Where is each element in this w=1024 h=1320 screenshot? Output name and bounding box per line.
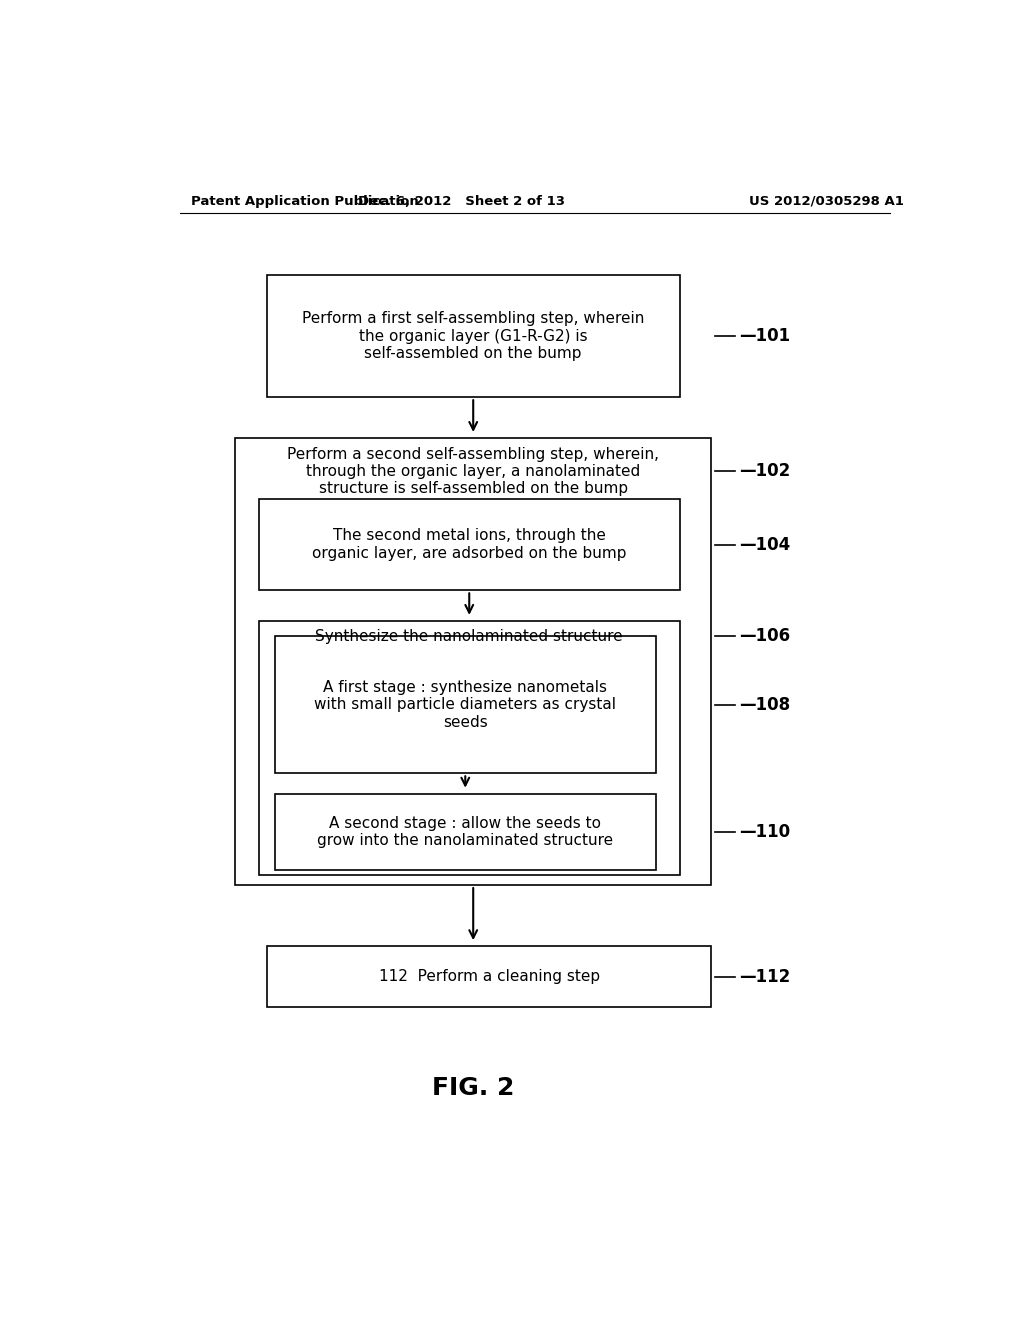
Text: —108: —108: [739, 696, 791, 714]
Bar: [274, 636, 655, 774]
Text: Patent Application Publication: Patent Application Publication: [191, 194, 419, 207]
Text: —104: —104: [739, 536, 791, 553]
Text: —101: —101: [739, 327, 791, 346]
Text: FIG. 2: FIG. 2: [432, 1076, 514, 1101]
Text: —112: —112: [739, 968, 791, 986]
Text: Perform a second self-assembling step, wherein,
through the organic layer, a nan: Perform a second self-assembling step, w…: [287, 446, 659, 496]
Bar: [259, 620, 680, 875]
Text: —102: —102: [739, 462, 791, 480]
Text: Dec. 6, 2012   Sheet 2 of 13: Dec. 6, 2012 Sheet 2 of 13: [357, 194, 565, 207]
Bar: [267, 276, 680, 397]
Bar: [267, 946, 712, 1007]
Text: —110: —110: [739, 822, 791, 841]
Text: The second metal ions, through the
organic layer, are adsorbed on the bump: The second metal ions, through the organ…: [312, 528, 627, 561]
Bar: [236, 438, 712, 886]
Text: Perform a first self-assembling step, wherein
the organic layer (G1-R-G2) is
sel: Perform a first self-assembling step, wh…: [302, 312, 644, 362]
Text: —106: —106: [739, 627, 791, 645]
Bar: [259, 499, 680, 590]
Text: Synthesize the nanolaminated structure: Synthesize the nanolaminated structure: [315, 628, 623, 644]
Text: 112  Perform a cleaning step: 112 Perform a cleaning step: [379, 969, 600, 985]
Text: A first stage : synthesize nanometals
with small particle diameters as crystal
s: A first stage : synthesize nanometals wi…: [314, 680, 616, 730]
Bar: [274, 793, 655, 870]
Text: US 2012/0305298 A1: US 2012/0305298 A1: [749, 194, 904, 207]
Text: A second stage : allow the seeds to
grow into the nanolaminated structure: A second stage : allow the seeds to grow…: [317, 816, 613, 847]
